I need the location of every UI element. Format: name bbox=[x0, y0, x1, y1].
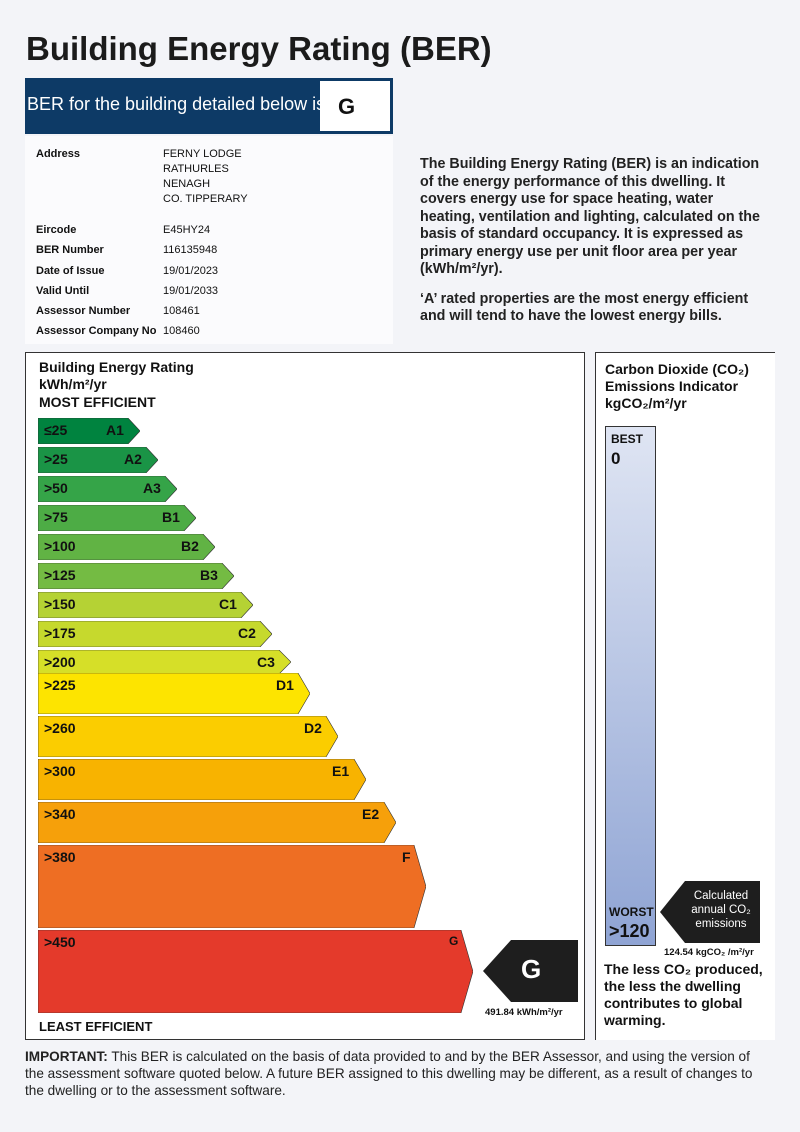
rating-heading: Building Energy Rating bbox=[39, 359, 194, 375]
band-class: A2 bbox=[124, 451, 142, 467]
rating-band-b1: >75 B1 bbox=[38, 505, 196, 531]
band-class: B1 bbox=[162, 509, 180, 525]
energy-value: 491.84 kWh/m²/yr bbox=[485, 1007, 563, 1018]
band-range: >450 bbox=[44, 934, 76, 950]
band-class: D2 bbox=[304, 720, 322, 736]
rating-band-f: >380 F bbox=[38, 845, 426, 928]
important-note: IMPORTANT: This BER is calculated on the… bbox=[25, 1048, 765, 1099]
intro-text: The Building Energy Rating (BER) is an i… bbox=[420, 156, 770, 338]
arrow-text: emissions bbox=[695, 918, 747, 930]
rating-band-c3: >200 C3 bbox=[38, 650, 291, 674]
band-class: E1 bbox=[332, 763, 350, 779]
co2-unit: kgCO₂/m²/yr bbox=[605, 395, 687, 411]
band-class: A3 bbox=[143, 480, 161, 496]
address-label: Address bbox=[36, 148, 81, 160]
band-range: >225 bbox=[44, 677, 76, 693]
band-class: C1 bbox=[219, 596, 237, 612]
arrow-text: annual CO₂ bbox=[691, 904, 751, 916]
current-rating-arrow: G bbox=[483, 940, 578, 1007]
band-range: >125 bbox=[44, 567, 76, 583]
most-efficient-label: MOST EFFICIENT bbox=[39, 394, 156, 410]
detail-label: Assessor Company No bbox=[36, 325, 157, 337]
address-line: CO. TIPPERARY bbox=[163, 193, 248, 205]
rating-band-a3: >50 A3 bbox=[38, 476, 177, 502]
band-range: >150 bbox=[44, 596, 76, 612]
band-class: E2 bbox=[362, 806, 380, 822]
address-line: NENAGH bbox=[163, 178, 211, 190]
rating-band-d2: >260 D2 bbox=[38, 716, 338, 757]
band-class: G bbox=[449, 934, 459, 948]
page-title: Building Energy Rating (BER) bbox=[26, 30, 492, 67]
co2-footer: The less CO₂ produced, the less the dwel… bbox=[604, 961, 763, 1028]
co2-panel: Carbon Dioxide (CO₂) Emissions Indicator… bbox=[595, 352, 775, 1040]
arrow-text: Calculated bbox=[693, 890, 749, 902]
important-label: IMPORTANT: bbox=[25, 1049, 108, 1064]
detail-label: Eircode bbox=[36, 224, 77, 236]
rating-band-c2: >175 C2 bbox=[38, 621, 272, 647]
rating-band-g: >450 G bbox=[38, 930, 473, 1013]
rating-band-e2: >340 E2 bbox=[38, 802, 396, 843]
detail-label: Assessor Number bbox=[36, 305, 131, 317]
detail-value: 19/01/2033 bbox=[163, 285, 219, 297]
current-rating-letter: G bbox=[521, 954, 542, 984]
band-range: >380 bbox=[44, 849, 76, 865]
details-block: Address FERNY LODGE RATHURLES NENAGH CO.… bbox=[25, 136, 393, 344]
band-range: >340 bbox=[44, 806, 76, 822]
band-class: D1 bbox=[276, 677, 294, 693]
band-range: ≤25 bbox=[44, 422, 68, 438]
banner-label: BER for the building detailed below is: bbox=[27, 94, 331, 114]
intro-paragraph: The Building Energy Rating (BER) is an i… bbox=[420, 156, 760, 277]
detail-label: BER Number bbox=[36, 244, 104, 256]
band-range: >50 bbox=[44, 480, 68, 496]
rating-band-a1: ≤25 A1 bbox=[38, 418, 140, 444]
co2-value: 124.54 kgCO₂ /m²/yr bbox=[664, 947, 754, 958]
band-range: >100 bbox=[44, 538, 76, 554]
rating-unit: kWh/m²/yr bbox=[39, 376, 107, 392]
band-class: B3 bbox=[200, 567, 218, 583]
band-class: A1 bbox=[106, 422, 124, 438]
detail-value: 116135948 bbox=[163, 244, 218, 256]
ber-banner: BER for the building detailed below is: … bbox=[25, 78, 393, 134]
band-class: C2 bbox=[238, 625, 256, 641]
worst-value: >120 bbox=[609, 921, 650, 941]
rating-band-b2: >100 B2 bbox=[38, 534, 215, 560]
band-range: >75 bbox=[44, 509, 68, 525]
co2-heading: Carbon Dioxide (CO₂) bbox=[605, 361, 749, 377]
address-value: FERNY LODGE RATHURLES NENAGH CO. TIPPERA… bbox=[163, 147, 248, 207]
rating-band-e1: >300 E1 bbox=[38, 759, 366, 800]
detail-value: E45HY24 bbox=[163, 224, 211, 236]
important-text: This BER is calculated on the basis of d… bbox=[25, 1049, 753, 1098]
band-range: >200 bbox=[44, 654, 76, 670]
band-class: B2 bbox=[181, 538, 199, 554]
band-range: >175 bbox=[44, 625, 76, 641]
rating-band-d1: >225 D1 bbox=[38, 673, 310, 714]
detail-value: 108460 bbox=[163, 325, 200, 337]
least-efficient-label: LEAST EFFICIENT bbox=[39, 1019, 153, 1034]
best-label: BEST bbox=[611, 432, 644, 446]
address-line: RATHURLES bbox=[163, 163, 229, 175]
band-range: >260 bbox=[44, 720, 76, 736]
band-range: >300 bbox=[44, 763, 76, 779]
rating-band-a2: >25 A2 bbox=[38, 447, 158, 473]
band-range: >25 bbox=[44, 451, 68, 467]
ber-rating-badge: G bbox=[320, 81, 390, 131]
intro-paragraph: ‘A’ rated properties are the most energy… bbox=[420, 290, 749, 325]
address-line: FERNY LODGE bbox=[163, 148, 242, 160]
worst-label: WORST bbox=[609, 905, 654, 919]
detail-label: Valid Until bbox=[36, 285, 90, 297]
rating-band-c1: >150 C1 bbox=[38, 592, 253, 618]
co2-arrow: Calculated annual CO₂ emissions bbox=[660, 881, 760, 948]
band-class: F bbox=[402, 849, 411, 865]
best-value: 0 bbox=[611, 449, 621, 468]
detail-value: 19/01/2023 bbox=[163, 265, 219, 277]
energy-rating-panel: Building Energy Rating kWh/m²/yr MOST EF… bbox=[25, 352, 585, 1040]
detail-value: 108461 bbox=[163, 305, 200, 317]
band-class: C3 bbox=[257, 654, 275, 670]
co2-scale: BEST 0 WORST >120 bbox=[605, 426, 656, 946]
detail-label: Date of Issue bbox=[36, 265, 105, 277]
rating-band-b3: >125 B3 bbox=[38, 563, 234, 589]
co2-heading: Emissions Indicator bbox=[605, 378, 739, 394]
